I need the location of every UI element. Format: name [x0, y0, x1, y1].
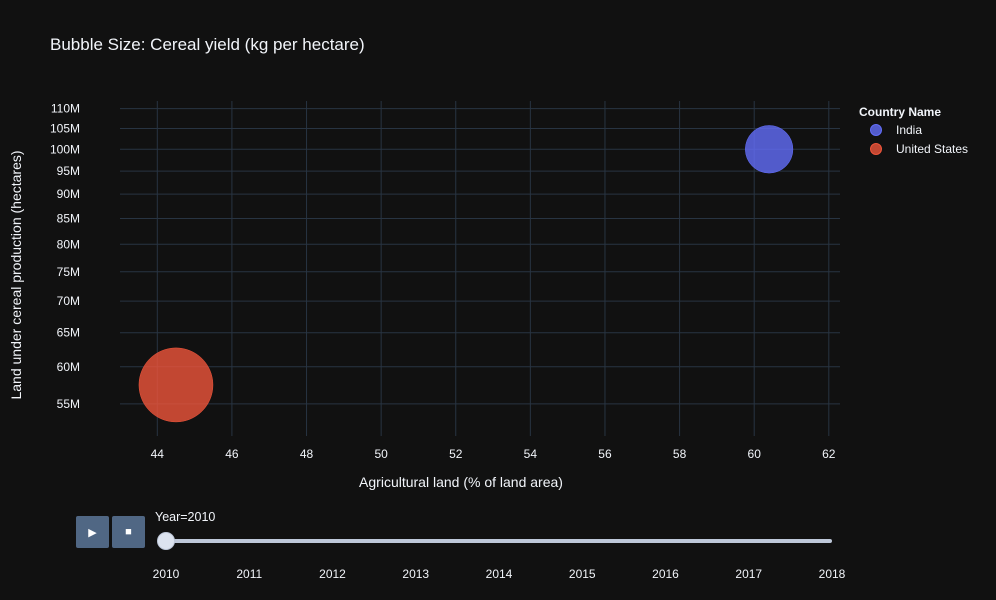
bubble-united-states[interactable] — [138, 347, 214, 423]
slider-track[interactable] — [166, 539, 832, 543]
slider-step-2015[interactable]: 2015 — [568, 567, 596, 581]
play-button[interactable]: ▶ — [76, 516, 109, 548]
legend-marker-india[interactable] — [870, 124, 882, 136]
x-tick-label: 48 — [300, 447, 314, 461]
bubble-india[interactable] — [745, 125, 794, 174]
slider-step-2016[interactable]: 2016 — [652, 567, 679, 581]
legend-title: Country Name — [859, 105, 941, 119]
legend-label-india[interactable]: India — [896, 123, 922, 137]
y-tick-label: 95M — [57, 164, 80, 178]
y-tick-label: 90M — [57, 187, 80, 201]
grid — [120, 101, 840, 436]
chart-title: Bubble Size: Cereal yield (kg per hectar… — [50, 35, 365, 54]
x-tick-label: 62 — [822, 447, 836, 461]
stop-icon: ■ — [125, 526, 132, 538]
data-marks — [138, 125, 794, 423]
slider-step-2012[interactable]: 2012 — [319, 567, 346, 581]
slider-step-2018[interactable]: 2018 — [818, 567, 846, 581]
y-tick-label: 75M — [57, 265, 80, 279]
legend-marker-united-states[interactable] — [870, 143, 882, 155]
x-tick-label: 56 — [598, 447, 612, 461]
x-tick-label: 60 — [748, 447, 762, 461]
y-tick-label: 55M — [57, 397, 80, 411]
y-tick-label: 85M — [57, 211, 80, 225]
legend-label-united-states[interactable]: United States — [896, 142, 968, 156]
x-tick-label: 54 — [524, 447, 538, 461]
x-tick-label: 50 — [374, 447, 388, 461]
y-tick-label: 65M — [57, 326, 80, 340]
x-tick-label: 46 — [225, 447, 239, 461]
y-tick-label: 60M — [57, 360, 80, 374]
y-tick-label: 80M — [57, 237, 80, 251]
x-tick-label: 52 — [449, 447, 463, 461]
stop-button[interactable]: ■ — [112, 516, 145, 548]
x-tick-label: 44 — [151, 447, 165, 461]
slider-step-2013[interactable]: 2013 — [402, 567, 430, 581]
slider-step-2010[interactable]: 2010 — [152, 567, 180, 581]
slider-step-2014[interactable]: 2014 — [485, 567, 513, 581]
axis-ticks: 44 46 48 50 52 54 56 58 60 62 55M 60M 65M 70M 75M 80M 85… — [50, 102, 836, 461]
play-icon: ▶ — [88, 526, 97, 539]
slider-handle[interactable] — [157, 532, 175, 550]
legend: India United States — [870, 123, 968, 156]
y-axis-title: Land under cereal production (hectares) — [8, 150, 24, 399]
slider-step-2017[interactable]: 2017 — [735, 567, 763, 581]
x-axis-title: Agricultural land (% of land area) — [359, 474, 563, 490]
y-tick-label: 70M — [57, 294, 80, 308]
slider-current-value: Year=2010 — [155, 510, 216, 524]
y-tick-label: 105M — [50, 121, 80, 135]
slider-step-2011[interactable]: 2011 — [236, 567, 263, 581]
y-tick-label: 100M — [50, 142, 80, 156]
y-tick-label: 110M — [51, 102, 80, 116]
x-tick-label: 58 — [673, 447, 687, 461]
